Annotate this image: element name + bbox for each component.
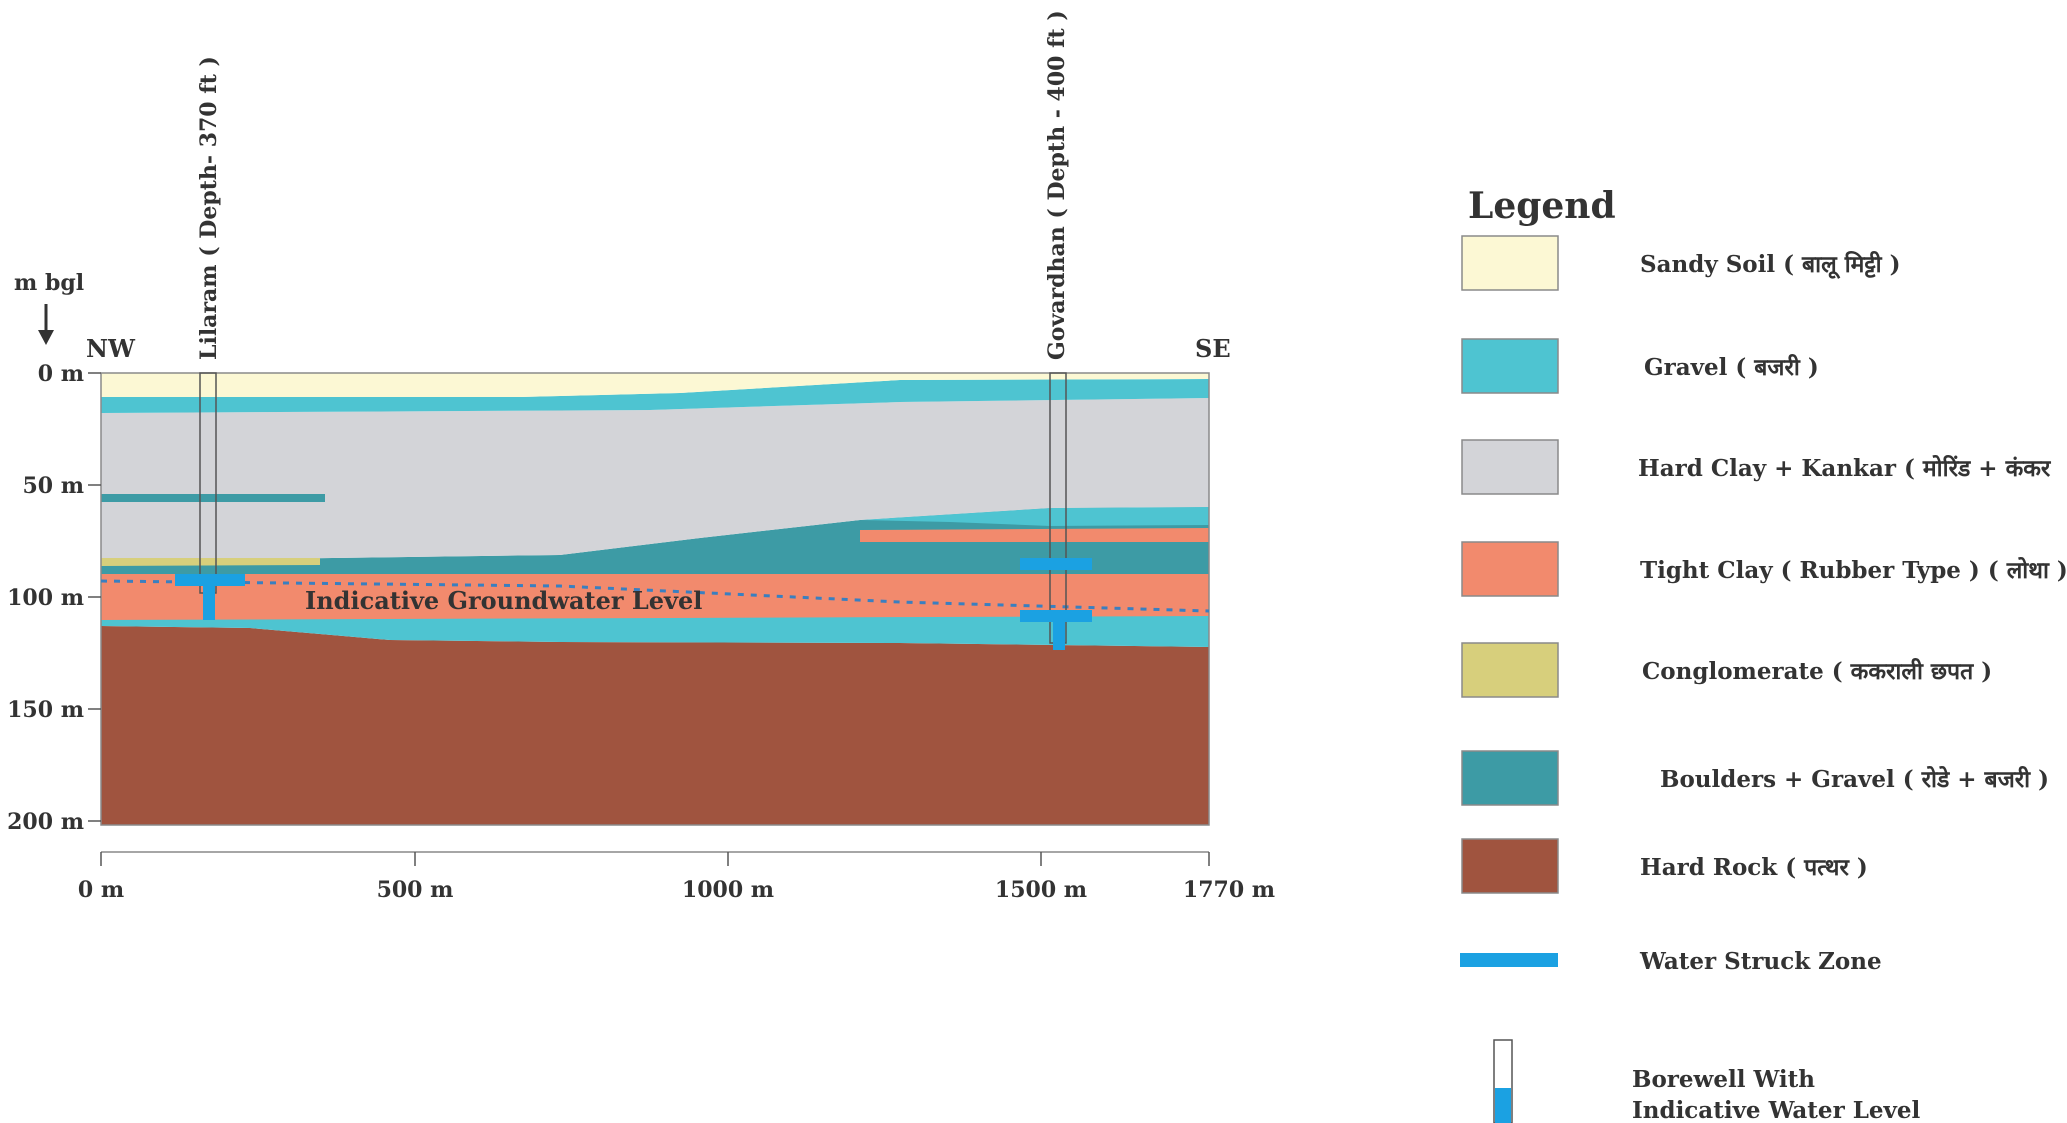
legend-swatch	[1461, 439, 1559, 495]
borewell-water-column	[1053, 622, 1065, 650]
layer-gravel-right	[860, 507, 1209, 526]
depth-axis: m bgl 0 m 50 m 100 m 150 m 200 m	[7, 270, 101, 835]
legend: Legend Sandy Soil ( बालू मिट्टी ) Gravel …	[1460, 185, 2067, 1123]
legend-label: Sandy Soil ( बालू मिट्टी )	[1640, 250, 1901, 279]
layer-hard-clay-kankar	[101, 398, 1209, 561]
strata	[100, 372, 1210, 826]
borewell-govardhan	[1020, 372, 1092, 650]
layer-boulders-lens	[101, 494, 325, 502]
borewell-symbol-water-icon	[1495, 1088, 1511, 1123]
borewell-lilaram	[175, 372, 245, 620]
section-frame	[100, 372, 1210, 826]
depth-tick-label: 0 m	[38, 361, 84, 387]
layer-conglomerate	[101, 558, 320, 566]
legend-label: Boulders + Gravel ( रोडे + बजरी )	[1660, 765, 2049, 793]
borehole-label-lilaram: Lilaram ( Depth- 370 ft )	[196, 56, 222, 360]
distance-axis: 0 m 500 m 1000 m 1500 m 1770 m	[78, 851, 1275, 903]
groundwater-level-line	[100, 579, 1210, 613]
borehole-label-govardhan: Govardhan ( Depth - 400 ft )	[1044, 10, 1070, 360]
layer-tight-clay-lens	[860, 528, 1209, 542]
water-struck-zone	[1020, 610, 1092, 622]
layer-boulders-gravel	[101, 507, 1209, 574]
legend-swatch	[1461, 750, 1559, 806]
legend-label: Conglomerate ( ककराली छपत )	[1642, 657, 1992, 685]
legend-swatch	[1461, 838, 1559, 894]
borewell-water-column	[203, 586, 215, 620]
layer-gravel-top	[101, 379, 1209, 413]
depth-tick-label: 200 m	[7, 809, 84, 835]
distance-tick-label: 1770 m	[1183, 877, 1275, 903]
depth-tick-label: 50 m	[22, 473, 84, 499]
water-struck-zone	[1020, 558, 1092, 570]
distance-tick-label: 1500 m	[995, 877, 1087, 903]
legend-label-borewell-1: Borewell With	[1632, 1066, 1815, 1093]
legend-swatch	[1461, 338, 1559, 394]
legend-swatch	[1461, 642, 1559, 698]
legend-label: Tight Clay ( Rubber Type ) ( लोथा )	[1640, 556, 2067, 584]
water-struck-zone	[175, 574, 245, 586]
legend-label: Water Struck Zone	[1639, 948, 1882, 975]
legend-label: Gravel ( बजरी )	[1644, 353, 1819, 381]
legend-title: Legend	[1468, 185, 1616, 227]
legend-swatch	[1461, 541, 1559, 597]
layer-sandy-soil	[101, 373, 1209, 397]
legend-label-borewell-2: Indicative Water Level	[1632, 1097, 1920, 1123]
depth-unit-label: m bgl	[14, 270, 84, 296]
down-arrow-icon-head	[38, 330, 54, 345]
legend-water-struck-icon	[1460, 953, 1558, 967]
distance-tick-label: 500 m	[377, 877, 454, 903]
direction-nw: NW	[86, 334, 136, 363]
legend-label: Hard Rock ( पत्थर )	[1640, 854, 1868, 881]
groundwater-label: Indicative Groundwater Level	[305, 586, 702, 615]
depth-tick-label: 100 m	[7, 585, 84, 611]
layer-hard-rock	[101, 626, 1209, 825]
distance-tick-label: 0 m	[78, 877, 124, 903]
depth-tick-label: 150 m	[7, 697, 84, 723]
direction-se: SE	[1195, 334, 1231, 363]
legend-swatch	[1461, 235, 1559, 291]
legend-label: Hard Clay + Kankar ( मोरिंड + कंकर	[1638, 454, 2052, 482]
distance-tick-label: 1000 m	[682, 877, 774, 903]
